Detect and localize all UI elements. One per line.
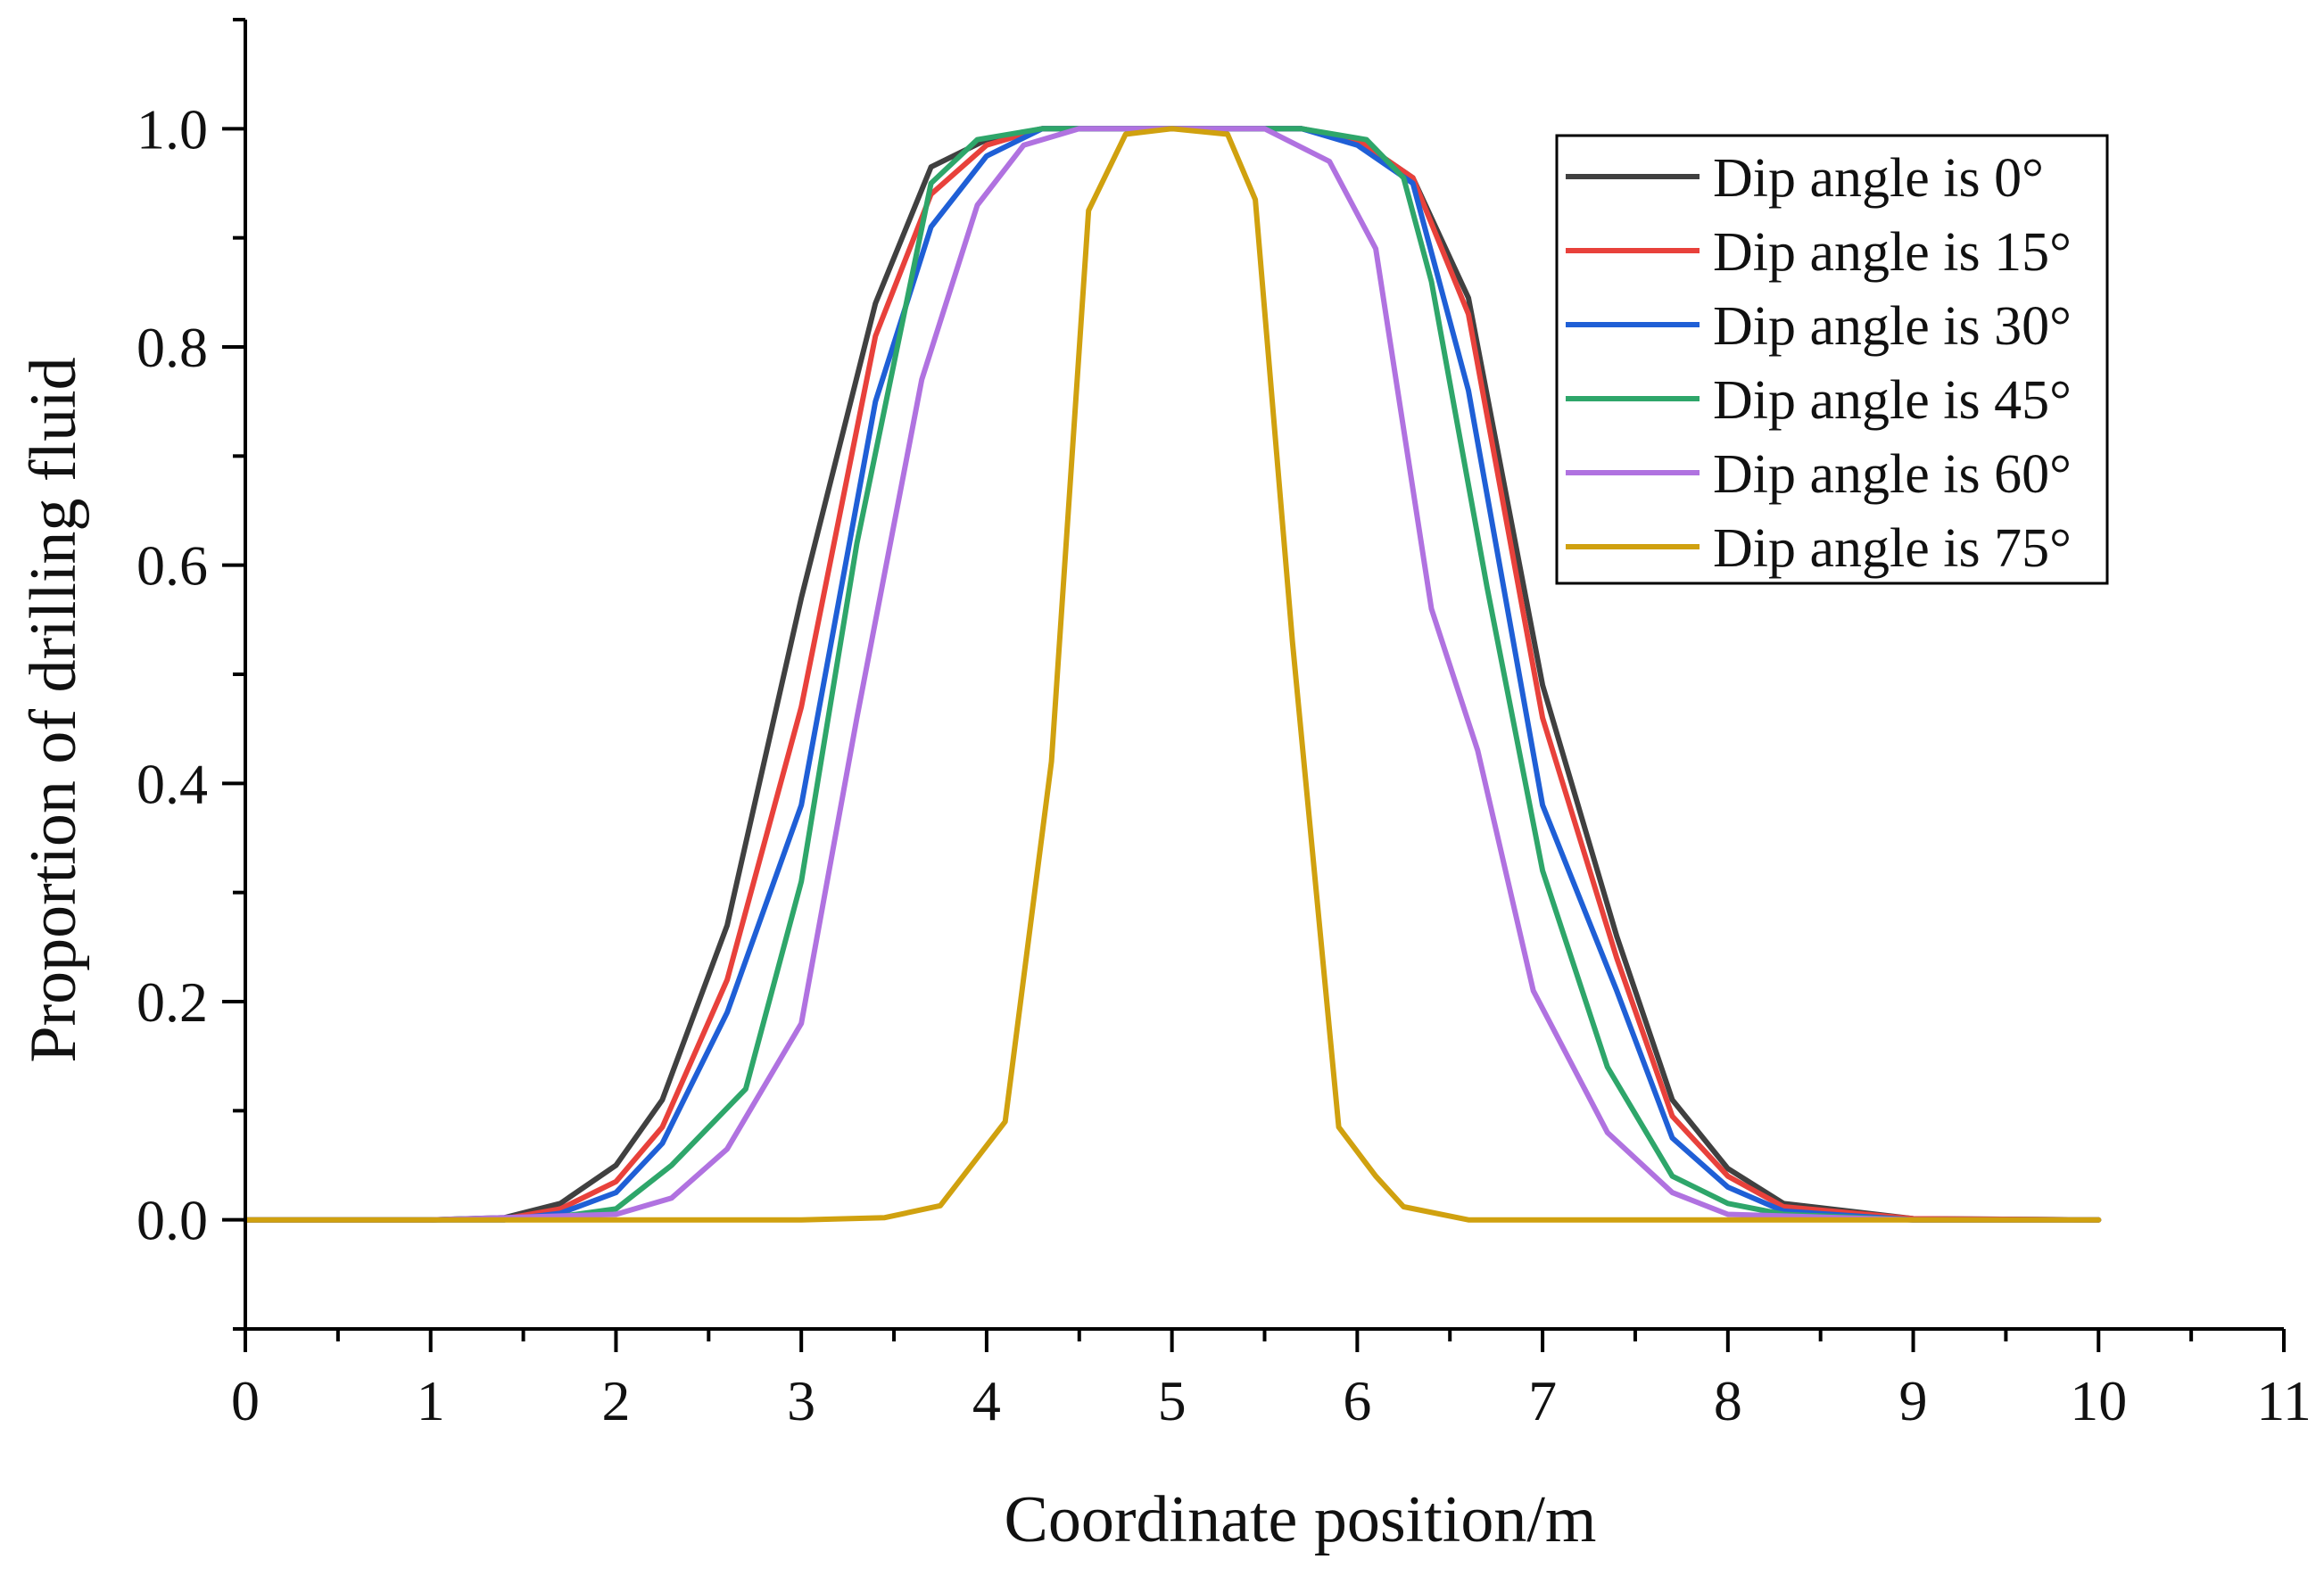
y-tick-label: 1.0 — [136, 97, 208, 161]
y-tick-label: 0.6 — [136, 534, 208, 598]
x-tick-label: 6 — [1343, 1369, 1371, 1432]
x-tick-label: 0 — [231, 1369, 260, 1432]
ticks-layer: 0 1 2 3 4 5 6 7 8 9 10 11 0.0 0.2 0.4 0.6 0.8 1.0 — [136, 18, 2312, 1432]
y-tick-label: 0.4 — [136, 752, 208, 815]
legend-label-0: Dip angle is 0° — [1713, 148, 2044, 209]
legend-label-3: Dip angle is 45° — [1713, 370, 2072, 431]
x-tick-label: 7 — [1528, 1369, 1557, 1432]
x-tick-label: 1 — [417, 1369, 445, 1432]
legend-label-5: Dip angle is 75° — [1713, 518, 2072, 579]
series-line-5 — [243, 126, 2102, 1223]
legend-label-1: Dip angle is 15° — [1713, 222, 2072, 283]
legend-label-2: Dip angle is 30° — [1713, 296, 2072, 357]
y-tick-label: 0.0 — [136, 1189, 208, 1252]
x-tick-label: 4 — [972, 1369, 1001, 1432]
x-tick-label: 10 — [2070, 1369, 2127, 1432]
legend-box — [1555, 134, 2109, 585]
series-layer — [243, 126, 2102, 1223]
y-tick-label: 0.2 — [136, 970, 208, 1034]
y-axis-title: Proportion of drilling fluid — [17, 357, 90, 1062]
legend-label-4: Dip angle is 60° — [1713, 444, 2072, 505]
legend: Dip angle is 0° Dip angle is 15° Dip angle… — [1555, 134, 2109, 585]
x-tick-label: 11 — [2256, 1369, 2312, 1432]
x-tick-label: 5 — [1158, 1369, 1187, 1432]
y-tick-label: 0.8 — [136, 316, 208, 379]
x-tick-label: 3 — [787, 1369, 815, 1432]
x-axis-title: Coordinate position/m — [1005, 1483, 1597, 1556]
x-tick-label: 9 — [1899, 1369, 1928, 1432]
x-tick-label: 2 — [601, 1369, 630, 1432]
x-tick-label: 8 — [1714, 1369, 1742, 1432]
